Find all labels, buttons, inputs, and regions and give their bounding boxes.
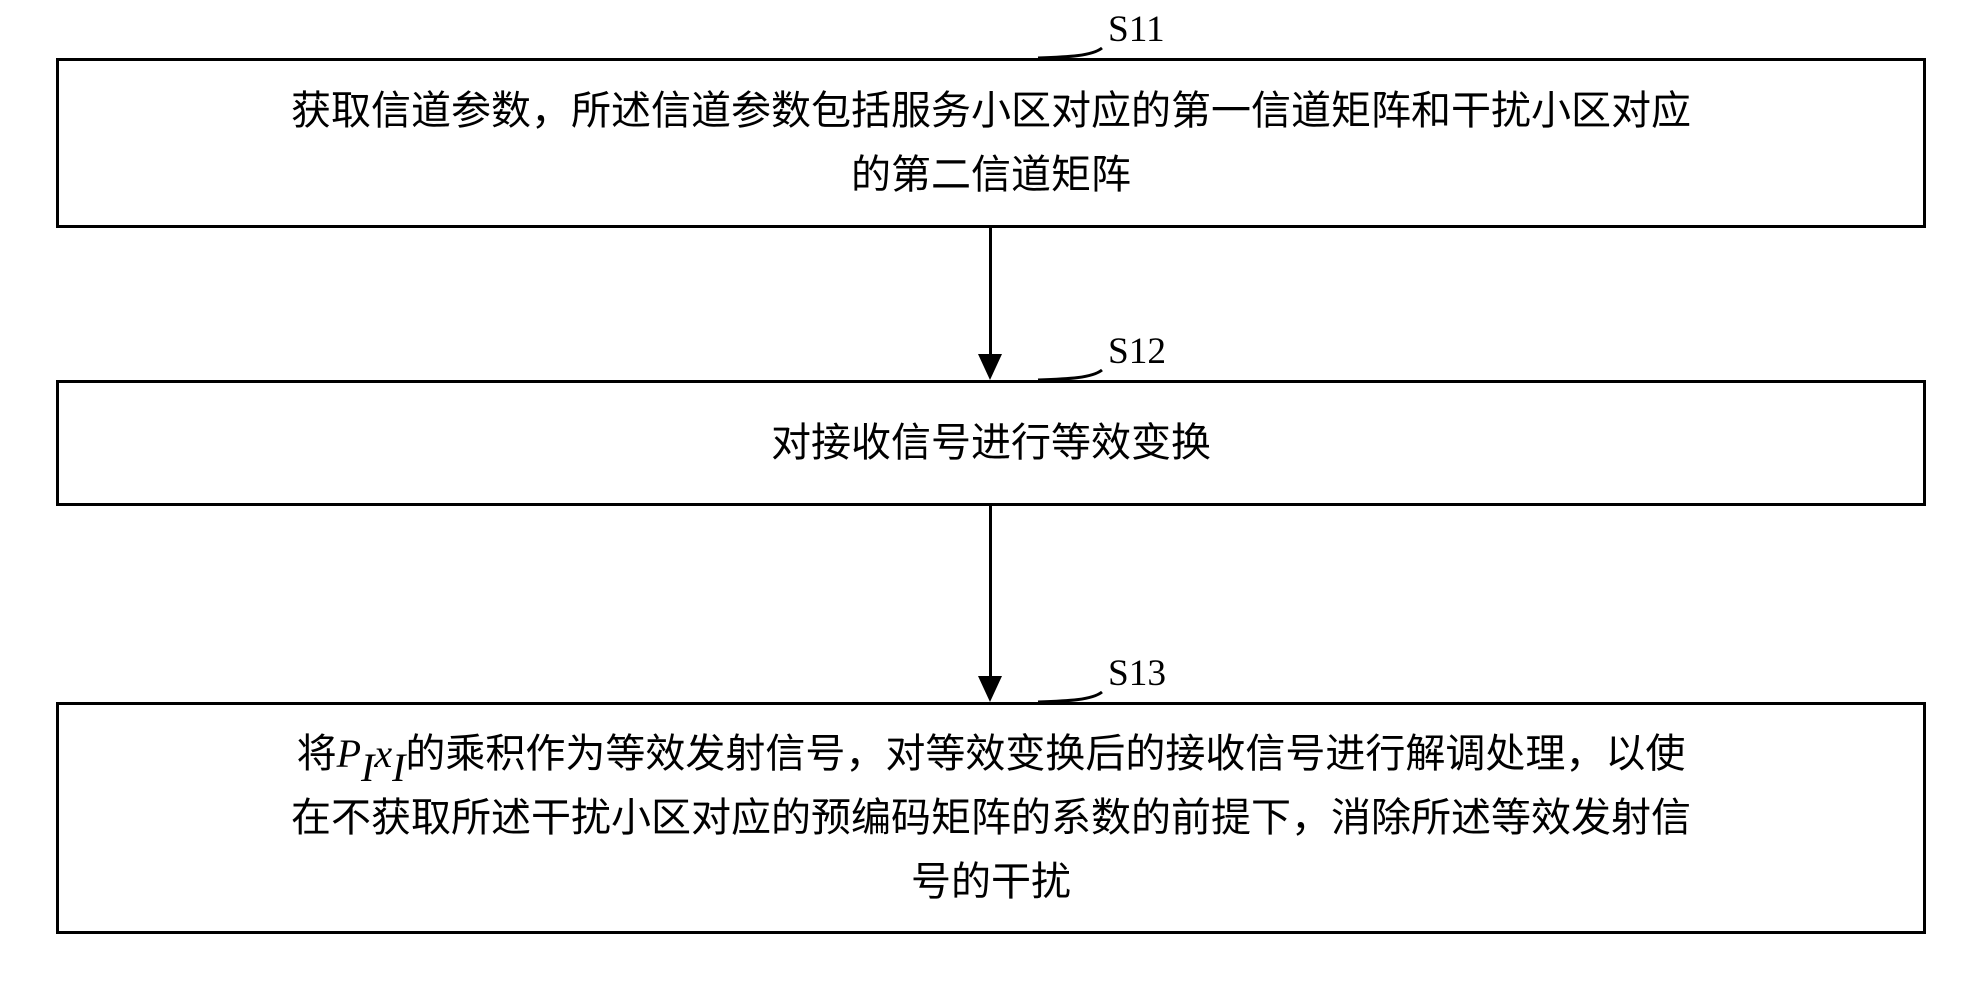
step-s12-label-curve: [1028, 360, 1112, 390]
step-s11-label-curve: [1028, 38, 1112, 68]
arrow-s11-s12-head: [978, 354, 1002, 380]
step-s13-label: S13: [1108, 652, 1166, 695]
step-s13-text: 将PIxI的乘积作为等效发射信号，对等效变换后的接收信号进行解调处理，以使在不获…: [291, 722, 1691, 914]
flowchart-canvas: 获取信道参数，所述信道参数包括服务小区对应的第一信道矩阵和干扰小区对应 的第二信…: [0, 0, 1981, 1004]
step-s12: 对接收信号进行等效变换: [56, 380, 1926, 506]
arrow-s12-s13-head: [978, 676, 1002, 702]
step-s11-label: S11: [1108, 8, 1165, 51]
arrow-s11-s12: [989, 228, 992, 354]
step-s13: 将PIxI的乘积作为等效发射信号，对等效变换后的接收信号进行解调处理，以使在不获…: [56, 702, 1926, 934]
step-s12-text: 对接收信号进行等效变换: [771, 411, 1211, 475]
step-s11: 获取信道参数，所述信道参数包括服务小区对应的第一信道矩阵和干扰小区对应 的第二信…: [56, 58, 1926, 228]
step-s11-text: 获取信道参数，所述信道参数包括服务小区对应的第一信道矩阵和干扰小区对应 的第二信…: [291, 79, 1691, 207]
arrow-s12-s13: [989, 506, 992, 676]
step-s12-label: S12: [1108, 330, 1166, 373]
step-s13-label-curve: [1028, 682, 1112, 712]
